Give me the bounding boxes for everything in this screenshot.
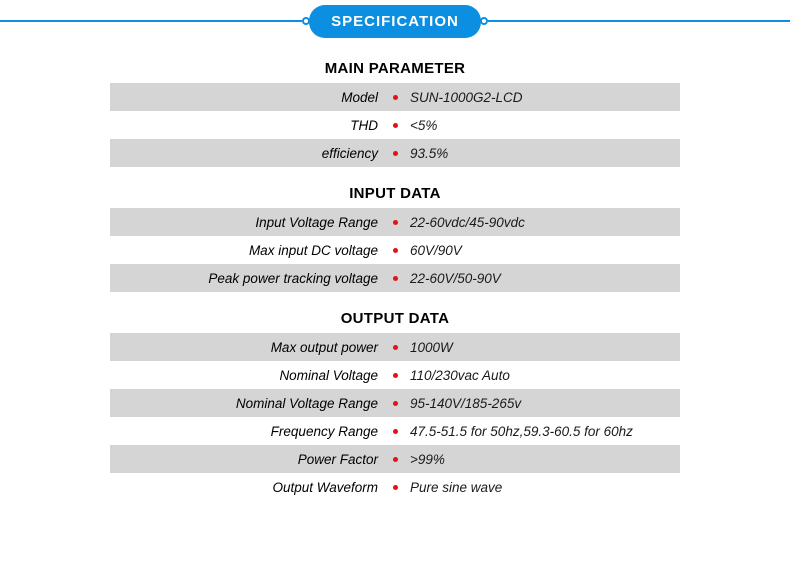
table-row: Peak power tracking voltage 22-60V/50-90… bbox=[110, 264, 680, 292]
row-value: 1000W bbox=[402, 340, 680, 355]
table-row: Max input DC voltage 60V/90V bbox=[110, 236, 680, 264]
table-row: Nominal Voltage Range 95-140V/185-265v bbox=[110, 389, 680, 417]
section-title: INPUT DATA bbox=[0, 167, 790, 208]
bullet-icon bbox=[388, 220, 402, 225]
table-row: Nominal Voltage 110/230vac Auto bbox=[110, 361, 680, 389]
row-value: 110/230vac Auto bbox=[402, 368, 680, 383]
row-value: 22-60vdc/45-90vdc bbox=[402, 215, 680, 230]
table-row: Max output power 1000W bbox=[110, 333, 680, 361]
row-value: >99% bbox=[402, 452, 680, 467]
bullet-icon bbox=[388, 457, 402, 462]
row-label: Model bbox=[110, 90, 388, 105]
row-value: 93.5% bbox=[402, 146, 680, 161]
row-label: efficiency bbox=[110, 146, 388, 161]
table-row: Input Voltage Range 22-60vdc/45-90vdc bbox=[110, 208, 680, 236]
section-title: MAIN PARAMETER bbox=[0, 42, 790, 83]
table-row: THD <5% bbox=[110, 111, 680, 139]
section-rows: Input Voltage Range 22-60vdc/45-90vdc Ma… bbox=[110, 208, 680, 292]
bullet-icon bbox=[388, 429, 402, 434]
header-title-pill: SPECIFICATION bbox=[309, 5, 481, 38]
row-label: Peak power tracking voltage bbox=[110, 271, 388, 286]
bullet-icon bbox=[388, 401, 402, 406]
header-band: SPECIFICATION bbox=[0, 0, 790, 42]
row-label: Input Voltage Range bbox=[110, 215, 388, 230]
section-title: OUTPUT DATA bbox=[0, 292, 790, 333]
row-label: THD bbox=[110, 118, 388, 133]
bullet-icon bbox=[388, 151, 402, 156]
bullet-icon bbox=[388, 123, 402, 128]
table-row: Output Waveform Pure sine wave bbox=[110, 473, 680, 501]
row-value: 60V/90V bbox=[402, 243, 680, 258]
bullet-icon bbox=[388, 95, 402, 100]
row-label: Max input DC voltage bbox=[110, 243, 388, 258]
header-rule-left bbox=[0, 20, 302, 22]
section-output-data: OUTPUT DATA Max output power 1000W Nomin… bbox=[0, 292, 790, 501]
header-dot-right bbox=[480, 17, 488, 25]
row-label: Frequency Range bbox=[110, 424, 388, 439]
section-input-data: INPUT DATA Input Voltage Range 22-60vdc/… bbox=[0, 167, 790, 292]
row-label: Nominal Voltage bbox=[110, 368, 388, 383]
bullet-icon bbox=[388, 248, 402, 253]
row-value: SUN-1000G2-LCD bbox=[402, 90, 680, 105]
row-value: 22-60V/50-90V bbox=[402, 271, 680, 286]
bullet-icon bbox=[388, 485, 402, 490]
table-row: efficiency 93.5% bbox=[110, 139, 680, 167]
row-value: 95-140V/185-265v bbox=[402, 396, 680, 411]
row-value: 47.5-51.5 for 50hz,59.3-60.5 for 60hz bbox=[402, 424, 680, 439]
table-row: Model SUN-1000G2-LCD bbox=[110, 83, 680, 111]
table-row: Frequency Range 47.5-51.5 for 50hz,59.3-… bbox=[110, 417, 680, 445]
section-rows: Max output power 1000W Nominal Voltage 1… bbox=[110, 333, 680, 501]
header-rule-right bbox=[488, 20, 790, 22]
row-label: Max output power bbox=[110, 340, 388, 355]
row-label: Nominal Voltage Range bbox=[110, 396, 388, 411]
bullet-icon bbox=[388, 276, 402, 281]
section-main-parameter: MAIN PARAMETER Model SUN-1000G2-LCD THD … bbox=[0, 42, 790, 167]
section-rows: Model SUN-1000G2-LCD THD <5% efficiency … bbox=[110, 83, 680, 167]
bullet-icon bbox=[388, 345, 402, 350]
table-row: Power Factor >99% bbox=[110, 445, 680, 473]
row-label: Power Factor bbox=[110, 452, 388, 467]
row-label: Output Waveform bbox=[110, 480, 388, 495]
row-value: <5% bbox=[402, 118, 680, 133]
row-value: Pure sine wave bbox=[402, 480, 680, 495]
bullet-icon bbox=[388, 373, 402, 378]
